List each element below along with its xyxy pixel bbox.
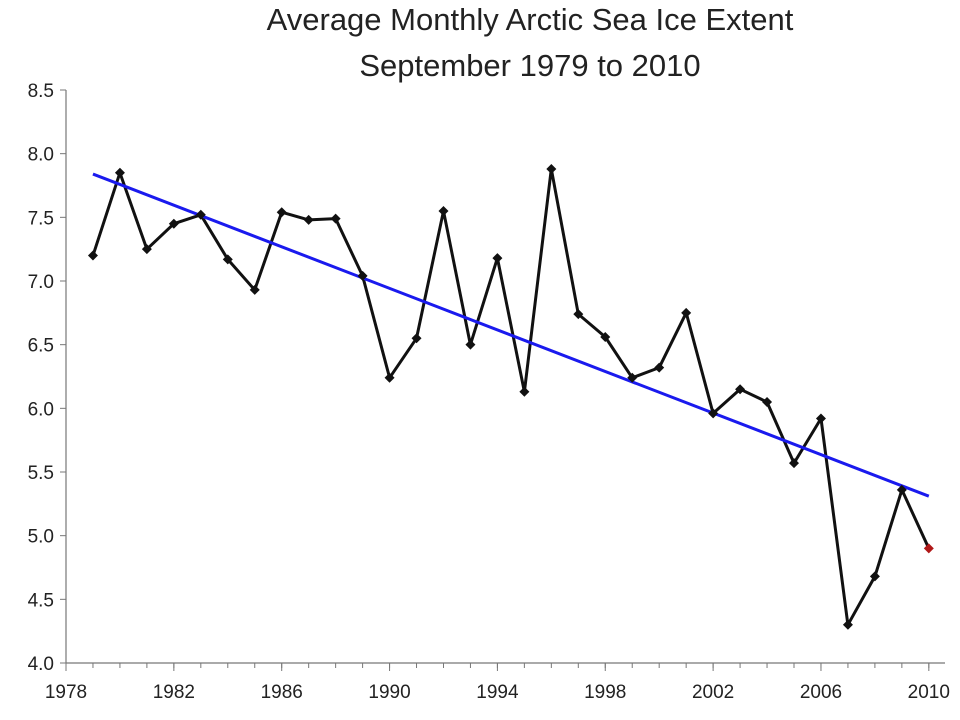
data-point — [114, 167, 125, 178]
x-tick-label: 1990 — [368, 682, 410, 703]
extent-line — [91, 167, 931, 627]
x-tick-label: 1994 — [476, 682, 519, 703]
y-tick-label: 7.0 — [28, 272, 54, 293]
data-point — [896, 484, 907, 495]
y-tick-label: 8.5 — [28, 81, 54, 102]
data-point — [681, 307, 692, 318]
y-axis-ticks: 4.0 4.5 5.0 5.5 6.0 6.5 7.0 7.5 8.0 8.5 — [28, 81, 66, 675]
data-point — [249, 284, 260, 295]
data-point — [330, 213, 341, 224]
data-point — [789, 458, 800, 469]
y-tick-label: 4.5 — [28, 590, 54, 611]
data-point — [492, 253, 503, 264]
data-point — [465, 339, 476, 350]
data-point — [600, 332, 611, 343]
data-point-highlight — [923, 543, 934, 554]
data-point — [654, 362, 665, 373]
x-tick-label: 1986 — [261, 682, 303, 703]
data-point — [303, 214, 314, 225]
data-point — [411, 333, 422, 344]
data-point — [222, 254, 233, 265]
y-tick-label: 5.0 — [28, 527, 54, 548]
data-point — [627, 372, 638, 383]
data-point — [141, 244, 152, 255]
x-tick-label: 2010 — [908, 682, 950, 703]
data-point — [546, 163, 557, 174]
data-point — [708, 408, 719, 419]
data-point — [762, 396, 773, 407]
series-layer — [87, 163, 934, 630]
chart-title-line-1: Average Monthly Arctic Sea Ice Extent — [267, 2, 794, 37]
data-point — [276, 207, 287, 218]
data-point — [168, 218, 179, 229]
x-tick-label: 1978 — [45, 682, 87, 703]
data-point — [735, 384, 746, 395]
y-tick-label: 6.0 — [28, 399, 54, 420]
axes — [65, 90, 945, 664]
data-point — [384, 372, 395, 383]
data-point — [438, 205, 449, 216]
data-point — [519, 386, 530, 397]
y-tick-label: 5.5 — [28, 463, 54, 484]
x-tick-label: 1982 — [153, 682, 195, 703]
data-point — [815, 413, 826, 424]
chart-title: Average Monthly Arctic Sea Ice Extent Se… — [267, 2, 794, 83]
x-tick-label: 2002 — [692, 682, 734, 703]
data-point — [869, 571, 880, 582]
x-axis-ticks: 1978 1982 1986 1990 1994 1998 2002 2006 2010 — [45, 663, 950, 703]
x-tick-label: 2006 — [800, 682, 842, 703]
data-point — [357, 270, 368, 281]
y-tick-label: 6.5 — [28, 336, 54, 357]
data-point — [573, 309, 584, 320]
chart-title-line-2: September 1979 to 2010 — [359, 48, 700, 83]
trend-line — [92, 172, 930, 498]
y-tick-label: 8.0 — [28, 145, 54, 166]
data-point — [87, 250, 98, 261]
data-point — [195, 209, 206, 220]
x-tick-label: 1998 — [584, 682, 626, 703]
y-tick-label: 7.5 — [28, 208, 54, 229]
data-point — [842, 619, 853, 630]
y-tick-label: 4.0 — [28, 654, 54, 675]
